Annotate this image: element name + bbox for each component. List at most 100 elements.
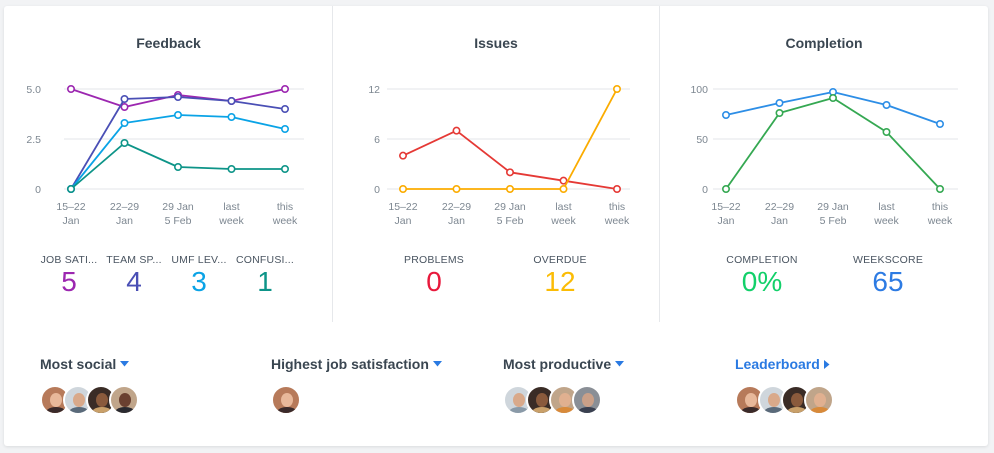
x-tick-label: 22–29 [442,201,471,213]
metric-label: COMPLETION [726,254,798,266]
metric-label: OVERDUE [533,254,587,266]
data-point [775,109,784,118]
x-tick-label: week [604,215,630,227]
avatar[interactable] [109,385,139,415]
x-tick-label: week [873,215,899,227]
avatar-group [735,385,834,415]
series-line [70,96,286,190]
data-point [935,120,944,129]
x-tick-label: 5 Feb [820,215,847,227]
metric-job-satisfaction[interactable]: JOB SATI... 5 [38,254,100,297]
data-point [399,185,408,194]
avatar[interactable] [271,385,301,415]
metric-label: CONFUSI... [235,254,294,266]
data-point [935,185,944,194]
series-line [70,114,286,190]
caret-down-icon [120,361,130,367]
x-tick-label: 5 Feb [497,215,524,227]
caret-down-icon [432,361,442,367]
most-social-dropdown[interactable]: Most social [40,356,132,372]
caret-right-icon [823,359,830,369]
highest-job-satisfaction-section: Highest job satisfaction [271,356,442,415]
x-tick-label: 15–22 [56,201,85,213]
feedback-panel: Feedback 0 2.5 5.0 15–22 Jan 22–29 Jan 29 Jan 5 … [4,6,333,322]
data-point [120,119,129,128]
x-tick-label: 22–29 [110,201,139,213]
metric-label: WEEKSCORE [852,254,924,266]
caret-down-icon [615,361,625,367]
data-point [66,185,75,194]
leaderboard-link[interactable]: Leaderboard [735,356,830,372]
y-tick-label: 0 [374,184,380,196]
data-point [721,185,730,194]
x-tick-label: this [277,201,293,213]
data-point [280,105,289,114]
completion-title: Completion [785,35,863,51]
most-productive-dropdown[interactable]: Most productive [503,356,625,372]
metric-label: PROBLEMS [404,254,464,266]
metric-umf-level[interactable]: UMF LEV... 3 [168,254,230,297]
avatar[interactable] [572,385,602,415]
y-tick-label: 0 [35,184,41,196]
data-point [612,85,621,94]
issues-chart: 0 6 12 15–22 Jan 22–29 Jan 29 Jan 5 Feb last week t… [368,84,630,227]
x-tick-label: 15–22 [711,201,740,213]
x-tick-label: week [550,215,576,227]
data-point [775,99,784,108]
avatar[interactable] [804,385,834,415]
section-title: Highest job satisfaction [271,356,429,372]
y-tick-label: 50 [696,134,708,146]
y-tick-label: 100 [690,84,708,96]
feedback-chart: 0 2.5 5.0 15–22 Jan 22–29 Jan 29 Jan 5 Feb last we… [26,84,304,227]
metric-value: 5 [61,266,77,297]
metric-weekscore[interactable]: WEEKSCORE 65 [842,254,934,297]
x-tick-label: 29 Jan [162,201,194,213]
metric-completion[interactable]: COMPLETION 0% [716,254,808,297]
data-point [227,165,236,174]
x-tick-label: 22–29 [765,201,794,213]
metric-problems[interactable]: PROBLEMS 0 [391,254,477,297]
completion-chart: 0 50 100 15–22 Jan 22–29 Jan 29 Jan 5 Feb last wee… [690,84,958,227]
x-tick-label: last [878,201,894,213]
x-tick-label: Jan [771,215,788,227]
data-point [612,185,621,194]
avatar-group [503,385,624,415]
x-tick-label: 15–22 [388,201,417,213]
metric-overdue[interactable]: OVERDUE 12 [517,254,603,297]
data-point [174,93,183,102]
metric-confusion[interactable]: CONFUSI... 1 [233,254,297,297]
data-point [506,185,515,194]
feedback-title: Feedback [136,35,201,51]
completion-panel: Completion 0 50 100 15–22 Jan 22–29 Jan 29 Jan 5… [660,6,988,322]
issues-title: Issues [474,35,518,51]
x-tick-label: Jan [395,215,412,227]
avatar[interactable] [758,385,788,415]
data-point [721,111,730,120]
data-point [559,185,568,194]
data-point [66,85,75,94]
x-tick-label: this [609,201,625,213]
data-point [452,126,461,135]
x-tick-label: Jan [718,215,735,227]
leaderboard-section: Leaderboard [735,356,834,415]
y-tick-label: 12 [368,84,380,96]
most-social-section: Most social [40,356,139,415]
metric-value: 0% [741,266,783,297]
x-tick-label: 5 Feb [165,215,192,227]
avatar-group [40,385,139,415]
data-point [280,85,289,94]
data-point [829,94,838,103]
section-title: Most social [40,356,117,372]
data-point [120,139,129,148]
data-point [227,113,236,122]
metric-team-spirit[interactable]: TEAM SP... 4 [103,254,165,297]
data-point [506,168,515,177]
highest-job-satisfaction-dropdown[interactable]: Highest job satisfaction [271,356,442,372]
metric-value: 1 [257,266,273,297]
data-point [399,151,408,160]
x-tick-label: last [555,201,571,213]
x-tick-label: week [927,215,953,227]
section-title: Most productive [503,356,612,372]
metric-label: TEAM SP... [106,254,162,266]
data-point [280,125,289,134]
